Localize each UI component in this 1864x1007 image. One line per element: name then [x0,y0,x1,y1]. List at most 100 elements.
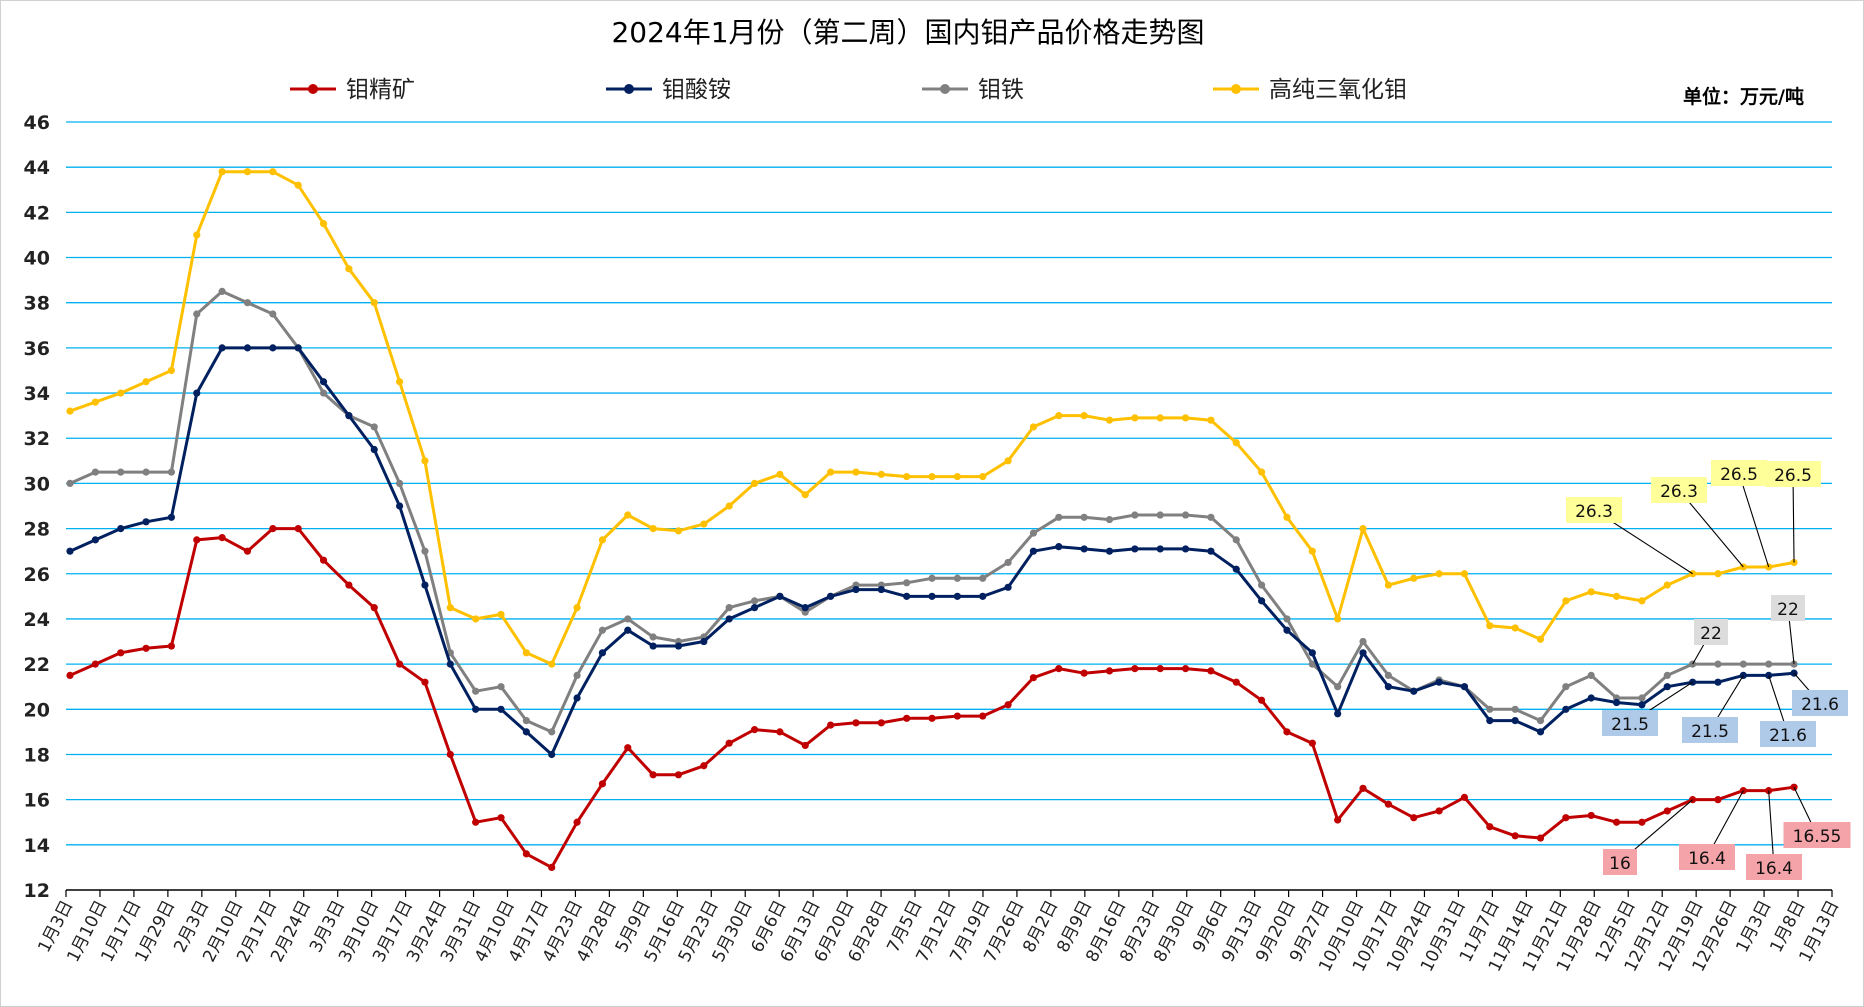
data-point [1612,818,1621,826]
data-point [319,389,328,397]
data-point [1334,816,1342,824]
data-point [1207,513,1215,521]
data-point [700,637,708,646]
y-tick-label: 14 [24,835,50,857]
data-point [548,728,556,736]
data-point [117,524,125,533]
data-point [1207,547,1215,555]
data-point [167,366,176,375]
data-point [66,671,74,680]
data-point [1232,536,1240,544]
data-point [903,473,911,481]
data-point [1435,678,1443,686]
legend-marker [624,84,634,94]
data-point [1511,705,1519,713]
callout-leader [1792,473,1795,563]
data-point [497,610,505,619]
callout-box [1792,690,1848,716]
data-point [928,714,936,722]
data-point [624,511,632,519]
y-tick-label: 42 [24,202,50,224]
data-point [852,585,860,594]
data-point [142,378,150,386]
data-point [1714,570,1722,578]
data-point [801,491,809,499]
data-point [548,863,556,872]
data-point [91,398,99,406]
data-point [1536,635,1545,643]
data-point [1612,698,1621,707]
data-point [1562,683,1570,691]
data-point [801,741,809,750]
data-point [979,592,987,600]
callout-label: 16 [1609,854,1631,874]
y-axis: 12 14 16 18 20 22 24 26 28 30 32 34 36 38 40 42 44 46 [24,112,50,902]
data-point [928,574,936,582]
callout-box [1566,497,1622,523]
data-point [1486,705,1494,713]
data-point [750,479,759,488]
data-point [243,299,252,307]
data-point [1105,667,1114,675]
callout: 16 [1603,799,1693,875]
data-point [750,604,759,612]
data-point [674,642,683,650]
data-point [522,649,530,657]
callout-box [1746,854,1802,880]
data-point [1410,687,1418,695]
data-point [446,750,454,759]
gridlines [66,121,1832,846]
data-point [1131,414,1139,422]
y-tick-label: 16 [24,790,50,812]
legend-label: 钼酸铵 [662,77,731,103]
data-point [446,604,454,612]
data-point [167,642,176,650]
data-point [91,468,99,476]
y-tick-label: 46 [24,112,50,134]
data-point [421,581,429,589]
unit-label: 单位：万元/吨 [1683,85,1804,108]
data-point [167,468,176,476]
data-point [750,726,759,734]
callout-label: 16.4 [1755,859,1793,879]
data-point [1435,570,1443,578]
data-point [1359,524,1367,533]
data-point [1080,513,1088,521]
data-point [1055,412,1063,420]
data-point [649,524,657,533]
data-point [953,574,961,582]
legend-label: 钼铁 [978,77,1024,103]
data-point [827,721,835,729]
data-point [370,299,378,307]
data-point [395,479,404,488]
data-point [421,547,429,555]
data-point [395,378,404,386]
data-point [1232,565,1240,573]
data-point [193,310,201,318]
data-point [979,574,987,582]
data-point [66,479,74,488]
data-point [117,389,125,397]
callout: 16.55 [1783,786,1851,848]
data-point [725,615,733,623]
legend-label: 钼精矿 [346,77,415,103]
data-point [776,592,784,600]
data-point [1384,671,1392,680]
data-point [269,310,277,318]
callout-box [1651,477,1707,503]
data-point [345,412,353,420]
data-point [421,678,429,686]
callout-box [1694,619,1728,645]
data-point [243,344,252,352]
data-point [725,502,733,510]
data-point [421,457,429,465]
data-point [548,660,556,668]
data-point [877,470,885,478]
callout-box [1682,717,1738,743]
data-point [1562,597,1570,605]
data-point [1029,529,1038,537]
y-tick-label: 22 [24,654,50,676]
data-point [674,527,683,535]
data-point [1689,570,1697,578]
